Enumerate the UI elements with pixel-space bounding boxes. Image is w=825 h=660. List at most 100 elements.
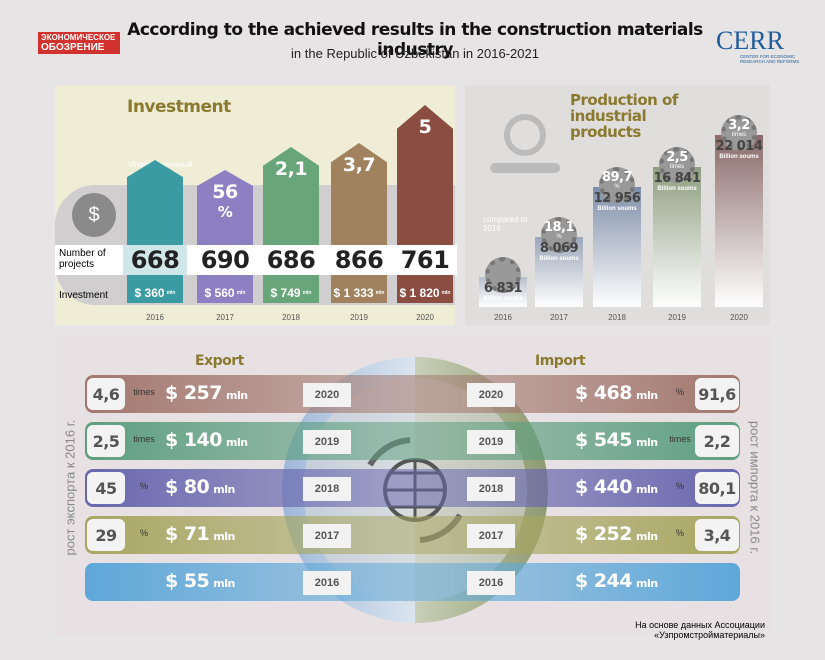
year: 2017 — [216, 313, 234, 322]
growth-unit: times — [133, 434, 155, 444]
year-box: 2017 — [303, 524, 351, 548]
gear — [721, 115, 757, 151]
export-value: $ 257 mln — [165, 382, 248, 404]
export-amount: $ 257 — [165, 382, 223, 404]
subtitle: in the Republic of Uzbekistan in 2016-20… — [291, 46, 539, 61]
projects: 686 — [259, 245, 323, 275]
year: 2016 — [146, 313, 164, 322]
growth-unit: % — [675, 387, 684, 397]
growth-unit: times — [731, 132, 747, 138]
import-growth: 3,4 — [695, 519, 739, 551]
year-box: 2020 — [467, 383, 515, 407]
amount: $ 1 820 mln — [397, 283, 453, 303]
year: 2020 — [730, 313, 748, 322]
import-growth: 80,1 — [695, 472, 739, 504]
projects: 690 — [193, 245, 257, 275]
year-box: 2019 — [303, 430, 351, 454]
side-label: рост импорта к 2016 г. — [747, 420, 763, 555]
unit: mln — [441, 290, 451, 296]
bar — [653, 167, 701, 307]
export-amount: $ 80 — [165, 476, 210, 498]
row-label: Investment — [59, 290, 108, 301]
year: 2017 — [550, 313, 568, 322]
logo: CERR — [716, 26, 784, 55]
brand-line: ЭКОНОМИЧЕСКОЕ — [41, 33, 116, 42]
export-value: $ 71 mln — [165, 523, 235, 545]
panel-title: Import — [535, 353, 586, 369]
column — [263, 147, 319, 303]
bar — [593, 187, 641, 307]
gear — [541, 217, 577, 253]
import-growth: 2,2 — [695, 425, 739, 457]
amount-value: $ 1 820 — [399, 286, 440, 300]
row-band — [85, 375, 740, 413]
import-amount: $ 468 — [575, 382, 633, 404]
growth-value: 2,1 — [274, 158, 308, 180]
amount-value: $ 560 — [204, 286, 235, 300]
export-growth: 45 — [87, 472, 125, 504]
investment-panel: $ Investment Number of projects Investme… — [55, 85, 457, 325]
import-value: $ 252 mln — [575, 523, 658, 545]
year: 2019 — [350, 313, 368, 322]
unit: mln — [302, 290, 312, 296]
gear — [485, 257, 521, 293]
year: 2019 — [668, 313, 686, 322]
amount-value: $ 749 — [270, 286, 301, 300]
unit: mln — [636, 483, 658, 496]
value: 22 014 — [715, 139, 763, 154]
gear — [659, 147, 695, 183]
export-value: $ 140 mln — [165, 429, 248, 451]
amount-value: $ 360 — [134, 286, 165, 300]
import-value: $ 545 mln — [575, 429, 658, 451]
import-amount: $ 244 — [575, 570, 633, 592]
year: 2018 — [282, 313, 300, 322]
import-value: $ 440 mln — [575, 476, 658, 498]
import-amount: $ 440 — [575, 476, 633, 498]
year-box: 2020 — [303, 383, 351, 407]
year-box: 2018 — [467, 477, 515, 501]
year-box: 2019 — [467, 430, 515, 454]
row-band — [85, 563, 740, 601]
projects: 668 — [123, 245, 187, 275]
growth: 89,7 — [601, 170, 633, 185]
title: According to the achieved results in the… — [127, 20, 703, 60]
unit: Billion soums — [719, 154, 759, 160]
growth: 5 — [397, 117, 453, 137]
export-value: $ 80 mln — [165, 476, 235, 498]
amount: $ 749 mln — [263, 283, 319, 303]
projects: 761 — [393, 245, 457, 275]
year: 2020 — [416, 313, 434, 322]
amount: $ 1 333 mln — [331, 283, 387, 303]
year-box: 2016 — [303, 571, 351, 595]
gear — [599, 167, 635, 203]
unit: mln — [226, 389, 248, 402]
unit: Billion soums — [597, 206, 637, 212]
panel-title: Export — [195, 353, 244, 369]
year-box: 2017 — [467, 524, 515, 548]
year-box: 2018 — [303, 477, 351, 501]
growth: 2,1 — [263, 159, 319, 179]
amount: $ 360 mln — [127, 283, 183, 303]
growth-unit: % — [614, 184, 620, 190]
import-value: $ 244 mln — [575, 570, 658, 592]
factory-icon — [490, 114, 560, 173]
brand-line: ОБОЗРЕНИЕ — [41, 42, 105, 53]
unit: mln — [375, 290, 385, 296]
trade-panel: Export Import рост экспорта к 2016 г. ро… — [55, 335, 770, 640]
growth-unit: % — [139, 481, 148, 491]
unit: Billion soums — [539, 256, 579, 262]
amount-value: $ 1 333 — [333, 286, 374, 300]
year: 2018 — [608, 313, 626, 322]
export-amount: $ 140 — [165, 429, 223, 451]
growth-unit: times — [133, 387, 155, 397]
icon: $ — [72, 193, 116, 237]
unit: mln — [636, 530, 658, 543]
unit: mln — [213, 530, 235, 543]
unit: mln — [166, 290, 176, 296]
growth-unit: % — [139, 528, 148, 538]
export-amount: $ 55 — [165, 570, 210, 592]
unit: mln — [226, 436, 248, 449]
growth: 18,1 — [543, 220, 575, 235]
note: compared to 2016 — [483, 215, 528, 233]
